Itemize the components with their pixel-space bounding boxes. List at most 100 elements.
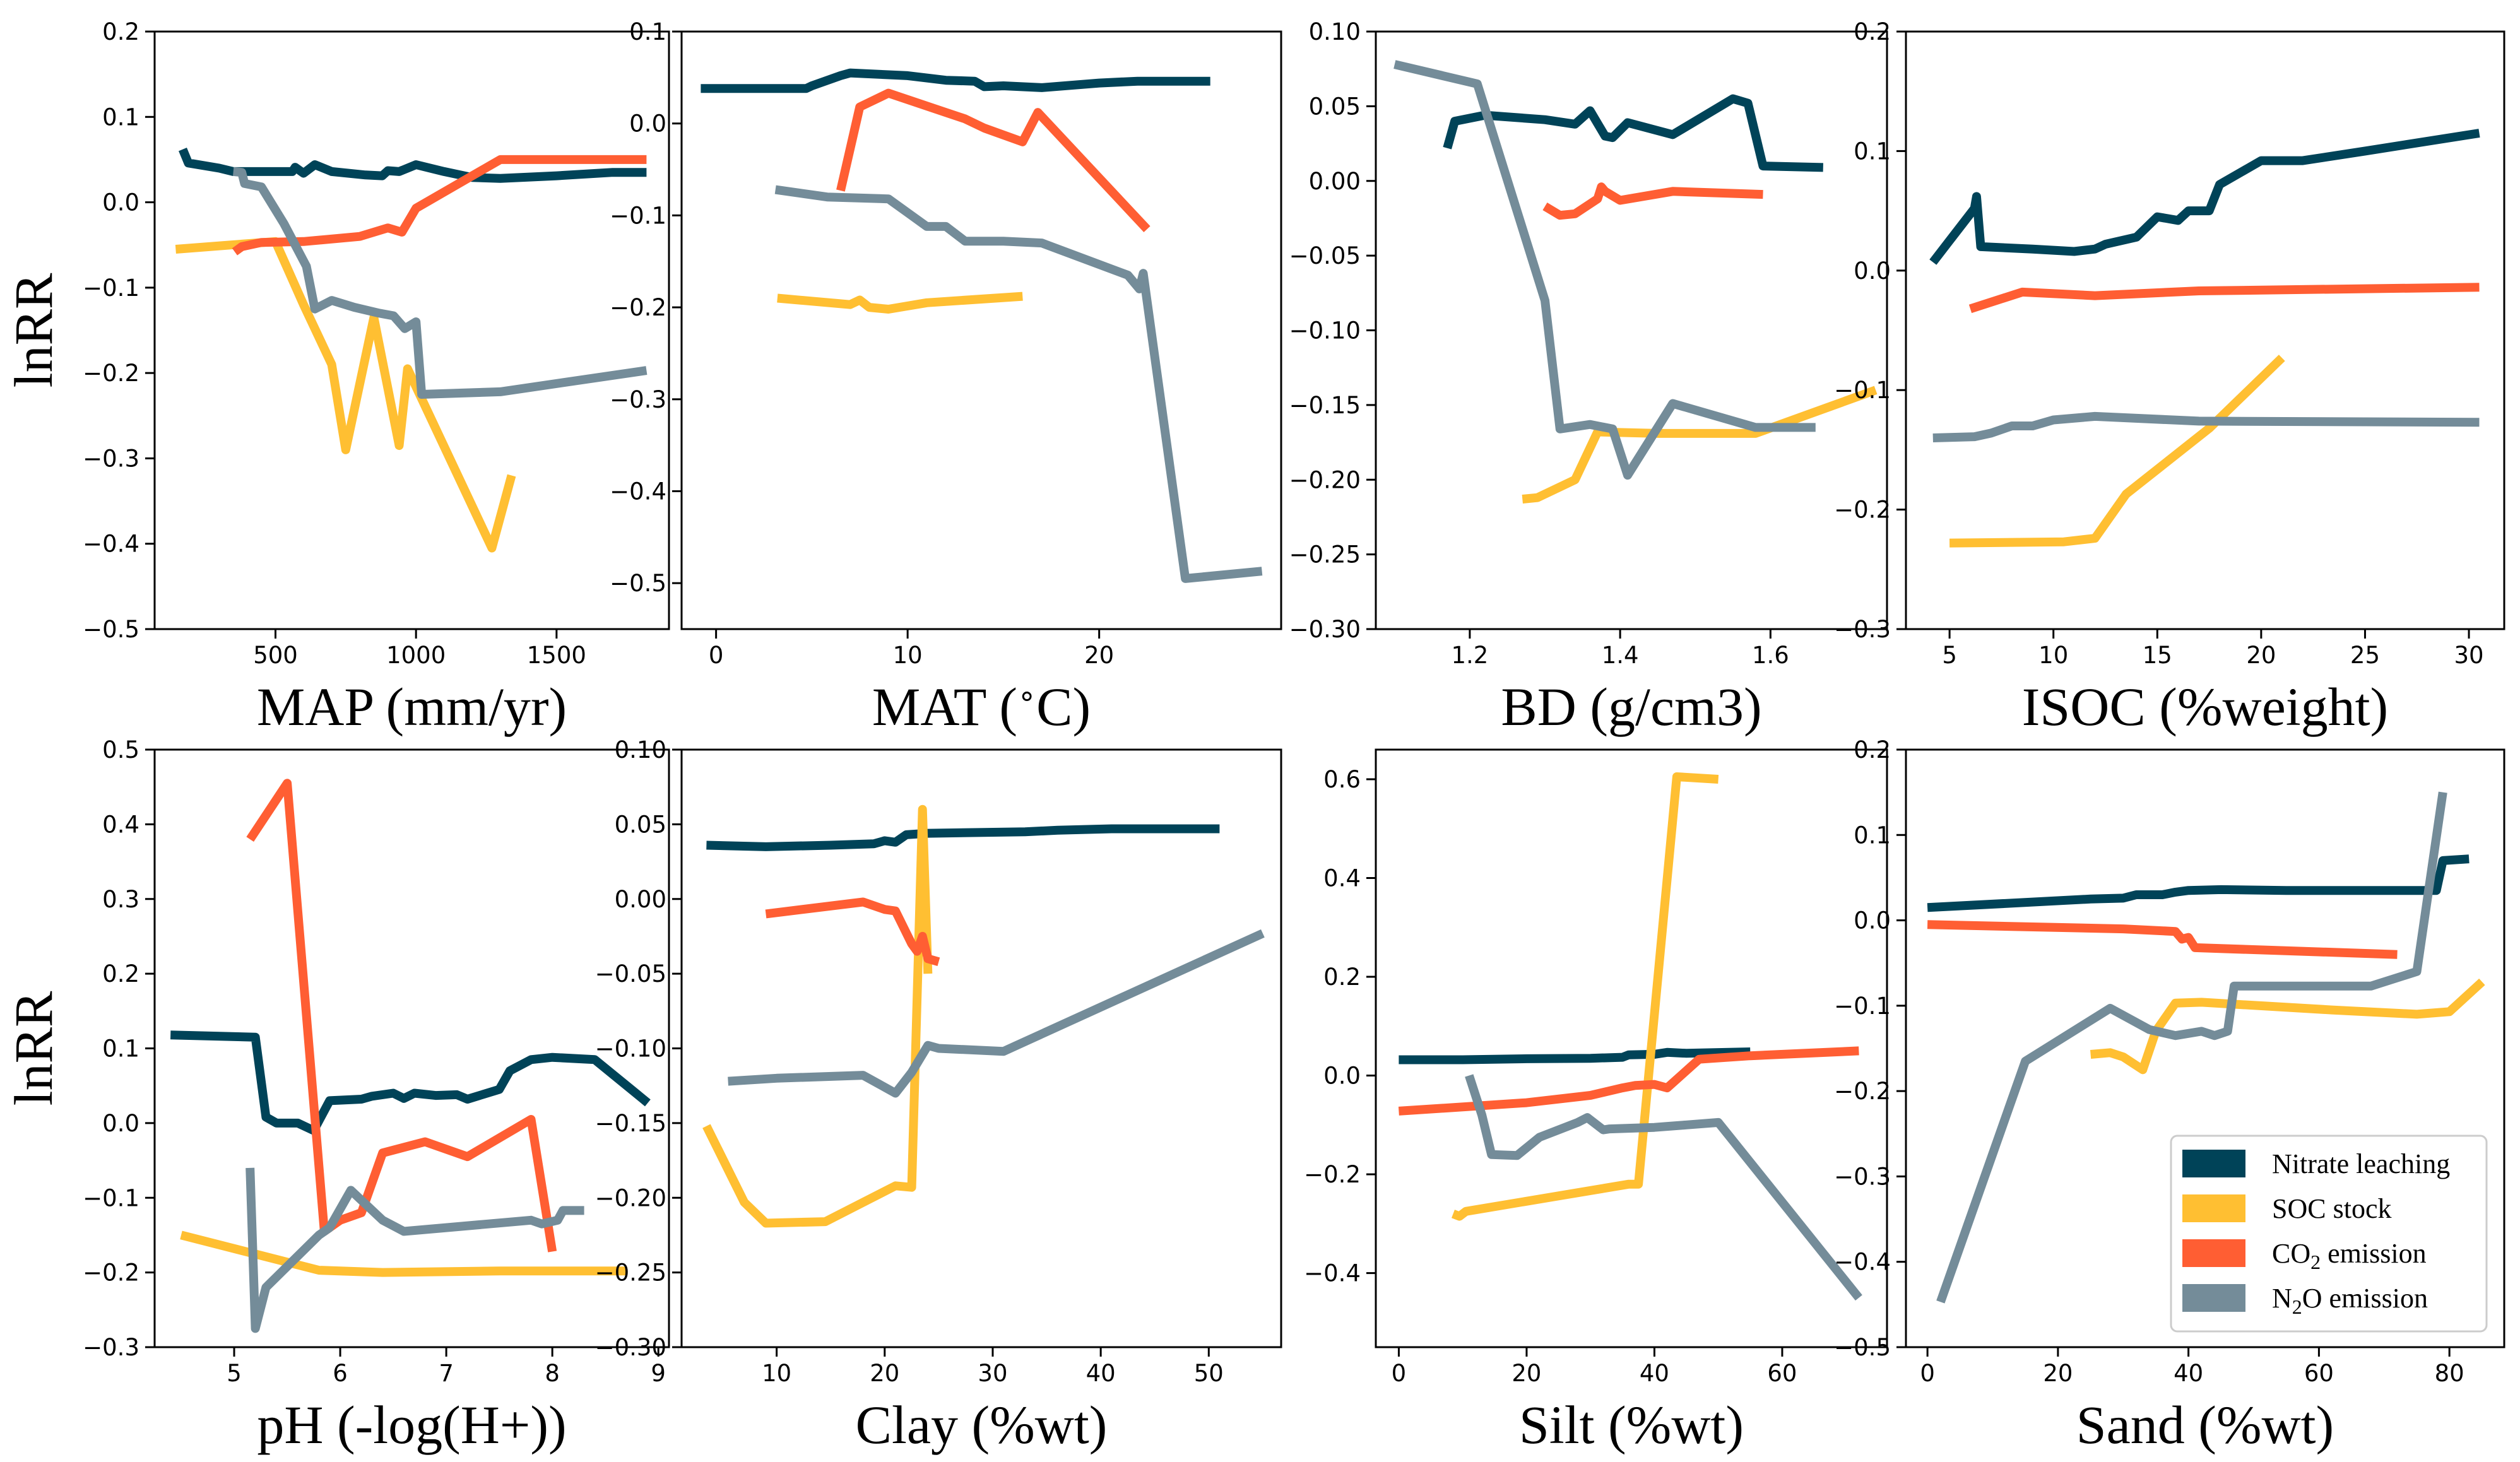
- plot-frame: [153, 748, 670, 1348]
- y-tick-label: 0.2: [102, 960, 139, 987]
- y-tick-label: 0.2: [1854, 736, 1891, 763]
- series-line-nitrate: [1399, 1047, 1751, 1064]
- y-tick-label: 0.0: [102, 1110, 139, 1137]
- series-line-nitrate: [706, 824, 1220, 851]
- y-tick-label: −0.2: [83, 360, 139, 387]
- y-tick-label: 0.1: [102, 103, 139, 131]
- x-tick-label: 9: [651, 1360, 666, 1387]
- x-tick-label: 10: [762, 1360, 791, 1387]
- y-tick-label: 0.3: [102, 886, 139, 913]
- y-tick-label: 0.2: [102, 18, 139, 45]
- x-tick-label: 0: [1920, 1360, 1935, 1387]
- x-tick-label: 500: [253, 642, 298, 669]
- y-tick-label: −0.1: [610, 202, 666, 229]
- series-line-co2: [232, 155, 647, 256]
- y-tick-label: −0.4: [1834, 1249, 1891, 1276]
- y-tick-label: −0.25: [1289, 541, 1361, 569]
- y-tick-label: 0.1: [1854, 822, 1891, 849]
- legend-swatch-n2o: [2182, 1284, 2245, 1312]
- y-tick-label: 0.2: [1854, 18, 1891, 45]
- y-tick-label: −0.20: [595, 1184, 666, 1211]
- series-line-n2o: [245, 1167, 584, 1333]
- x-tick-label: 1.2: [1451, 642, 1488, 669]
- y-tick-label: −0.3: [1834, 616, 1891, 643]
- y-tick-label: −0.4: [610, 478, 666, 505]
- legend-frame: [2170, 1135, 2488, 1333]
- y-tick-label: −0.2: [1834, 1078, 1891, 1105]
- y-tick-label: −0.05: [1289, 242, 1361, 269]
- x-axis-label: Clay (%wt): [856, 1394, 1108, 1455]
- series-line-n2o: [1465, 1074, 1862, 1301]
- y-tick-label: 0.10: [615, 736, 666, 763]
- x-tick-label: 60: [2304, 1360, 2334, 1387]
- x-tick-label: 40: [1640, 1360, 1669, 1387]
- legend-label-n2o: N2O emission: [2272, 1283, 2428, 1318]
- y-tick-label: −0.5: [83, 616, 139, 643]
- x-axis-label: ISOC (%weight): [2022, 676, 2388, 737]
- panels: 500 1000 15000.20.10.0−0.1−0.2−0.3−0.4−0.5…: [3, 18, 2505, 1455]
- x-tick-label: 8: [545, 1360, 560, 1387]
- y-tick-label: 0.0: [629, 110, 666, 138]
- series-line-nitrate: [1927, 854, 2470, 912]
- x-axis-label: MAT (∘C): [872, 676, 1091, 737]
- x-tick-label: 50: [1194, 1360, 1224, 1387]
- y-tick-label: 0.10: [1309, 18, 1361, 45]
- x-tick-label: 30: [2454, 642, 2483, 669]
- series-line-co2: [765, 897, 940, 966]
- y-tick-label: 0.5: [102, 736, 139, 763]
- series-line-soc: [175, 237, 516, 553]
- y-tick-label: −0.5: [1834, 1334, 1891, 1361]
- x-tick-label: 20: [870, 1360, 899, 1387]
- x-axis-label: pH (-log(H+)): [257, 1394, 566, 1455]
- series-line-n2o: [728, 929, 1265, 1098]
- y-tick-label: 0.0: [1854, 257, 1891, 285]
- panel-7: 0 20 40 60 0.6 0.4 0.2 0.0 −0.2 −0.4 Silt (%wt): [1304, 748, 1888, 1455]
- y-axis-label: lnRR: [3, 991, 64, 1105]
- series-line-n2o: [1393, 60, 1816, 480]
- legend-label-nitrate: Nitrate leaching: [2272, 1148, 2450, 1179]
- y-tick-label: −0.30: [595, 1334, 666, 1361]
- x-tick-label: 20: [2246, 642, 2276, 669]
- y-tick-label: −0.15: [595, 1110, 666, 1137]
- series-line-co2: [1398, 1046, 1859, 1116]
- x-tick-label: 1.4: [1602, 642, 1639, 669]
- y-tick-label: 0.2: [1323, 964, 1361, 991]
- plot-frame: [680, 30, 1282, 630]
- series-line-soc: [1451, 772, 1719, 1221]
- panel-6: 10 20 30 40 50 0.10 0.05 0.00 −0.05 −0.10 −0.15 −0.…: [595, 736, 1282, 1455]
- y-tick-label: −0.20: [1289, 466, 1361, 493]
- y-tick-label: −0.05: [595, 960, 666, 987]
- x-tick-label: 60: [1767, 1360, 1797, 1387]
- legend-label-soc: SOC stock: [2272, 1193, 2391, 1224]
- y-tick-label: 0.1: [629, 18, 666, 45]
- series-line-soc: [702, 805, 933, 1228]
- y-tick-label: 0.1: [1854, 138, 1891, 165]
- y-tick-label: −0.3: [83, 1334, 139, 1361]
- series-line-n2o: [1932, 411, 2480, 442]
- panel-5: 5 6 7 8 9 0.5 0.4 0.3 0.2 0.1 0.0 −0.1 −0.2 −0.3 pH (-…: [3, 736, 670, 1455]
- series-line-soc: [1949, 355, 2285, 548]
- x-axis-label: Sand (%wt): [2076, 1394, 2334, 1455]
- series-line-co2: [1927, 920, 2398, 959]
- y-tick-label: 0.0: [102, 189, 139, 216]
- y-tick-label: −0.10: [1289, 317, 1361, 345]
- series-line-nitrate: [1443, 94, 1823, 172]
- series-line-soc: [777, 292, 1023, 314]
- panel-2: 0 10 20 0.1 0.0 −0.1 −0.2 −0.3 −0.4 −0.5 MAT (∘C): [610, 18, 1282, 737]
- y-tick-label: −0.30: [1289, 616, 1361, 643]
- y-tick-label: −0.4: [1304, 1260, 1361, 1287]
- x-tick-label: 10: [2038, 642, 2068, 669]
- y-tick-label: 0.4: [102, 811, 139, 838]
- x-tick-label: 7: [439, 1360, 454, 1387]
- y-tick-label: 0.05: [1309, 93, 1361, 120]
- series-line-co2: [1542, 182, 1763, 220]
- x-tick-label: 40: [2174, 1360, 2203, 1387]
- plot-frame: [1375, 748, 1888, 1348]
- panel-1: 500 1000 1500 0.2 0.1 0.0 −0.1 −0.2 −0.3 −0.4 −0.5…: [3, 18, 670, 737]
- series-line-n2o: [233, 167, 648, 399]
- y-tick-label: −0.2: [1834, 497, 1891, 524]
- x-axis-label: Silt (%wt): [1519, 1394, 1744, 1455]
- legend-swatch-co2: [2182, 1239, 2245, 1267]
- y-tick-label: 0.4: [1323, 864, 1361, 892]
